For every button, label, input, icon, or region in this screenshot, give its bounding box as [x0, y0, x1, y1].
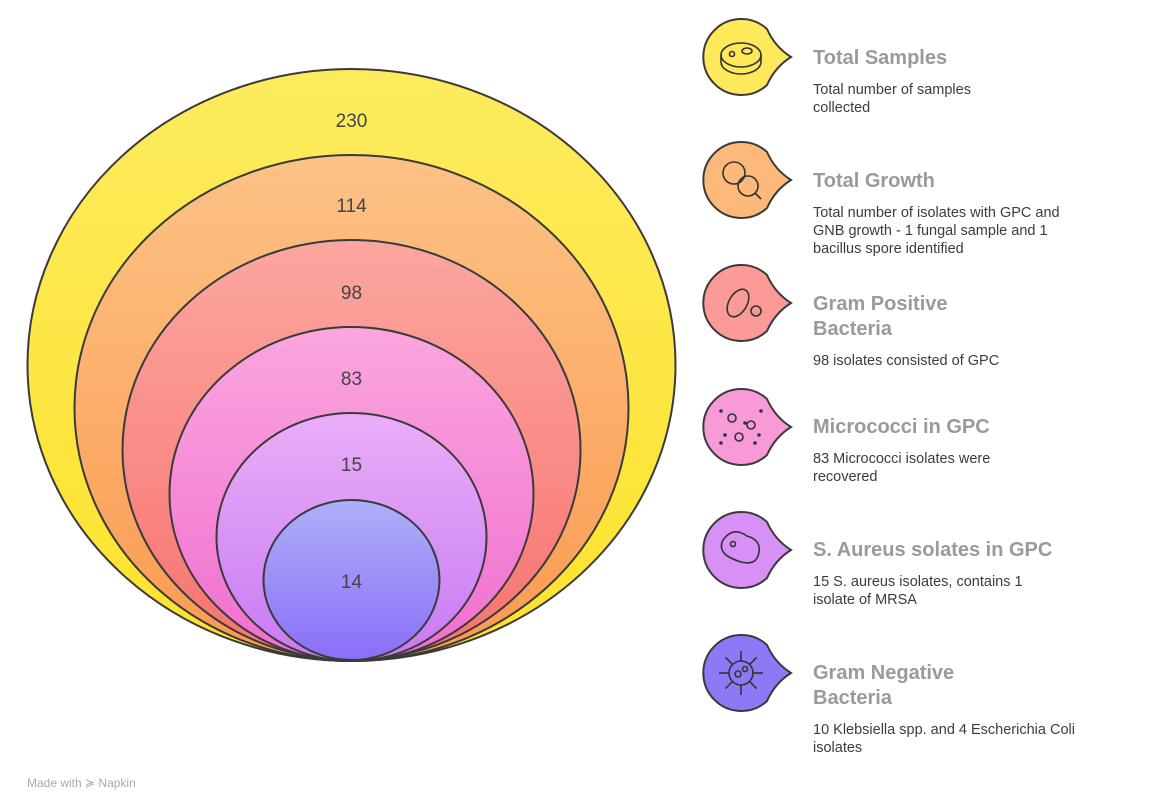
item-desc: 98 isolates consisted of GPC	[813, 353, 1000, 369]
item-desc: Total number of isolates with GPC and GN…	[813, 205, 1060, 257]
micrococci-icon	[702, 388, 793, 466]
bacteria-icon	[702, 264, 793, 342]
item-gram-positive: Gram Positive Bacteria 98 isolates consi…	[813, 292, 1103, 370]
petri-dish-icon	[702, 18, 793, 96]
item-title: Micrococci in GPC	[813, 416, 990, 438]
ring-value: 15	[341, 455, 362, 476]
item-desc: 15 S. aureus isolates, contains 1 isolat…	[813, 574, 1023, 608]
item-title: Gram Negative Bacteria	[813, 662, 955, 709]
item-gram-negative: Gram Negative Bacteria 10 Klebsiella spp…	[813, 661, 1103, 757]
item-micrococci: Micrococci in GPC 83 Micrococci isolates…	[813, 415, 1103, 486]
ring-value: 14	[341, 572, 363, 593]
ring-value: 83	[341, 369, 362, 390]
item-total-growth: Total Growth Total number of isolates wi…	[813, 169, 1103, 258]
ring-5	[262, 499, 441, 661]
ring-value: 114	[336, 196, 367, 217]
cell-icon	[702, 511, 793, 589]
item-s-aureus: S. Aureus solates in GPC 15 S. aureus is…	[813, 538, 1103, 609]
item-title: S. Aureus solates in GPC	[813, 539, 1053, 561]
napkin-watermark: Made with ≽ Napkin	[27, 776, 136, 790]
item-desc: 10 Klebsiella spp. and 4 Escherichia Col…	[813, 722, 1075, 756]
ring-value: 98	[341, 283, 362, 304]
item-total-samples: Total Samples Total number of samples co…	[813, 46, 1103, 117]
item-title: Gram Positive Bacteria	[813, 293, 948, 340]
item-desc: 83 Micrococci isolates were recovered	[813, 451, 991, 485]
item-desc: Total number of samples collected	[813, 82, 971, 116]
item-title: Total Samples	[813, 47, 948, 69]
virus-icon	[702, 634, 793, 712]
ring-value: 230	[336, 111, 368, 132]
item-title: Total Growth	[813, 170, 935, 192]
bacteria-magnifier-icon	[702, 141, 793, 219]
